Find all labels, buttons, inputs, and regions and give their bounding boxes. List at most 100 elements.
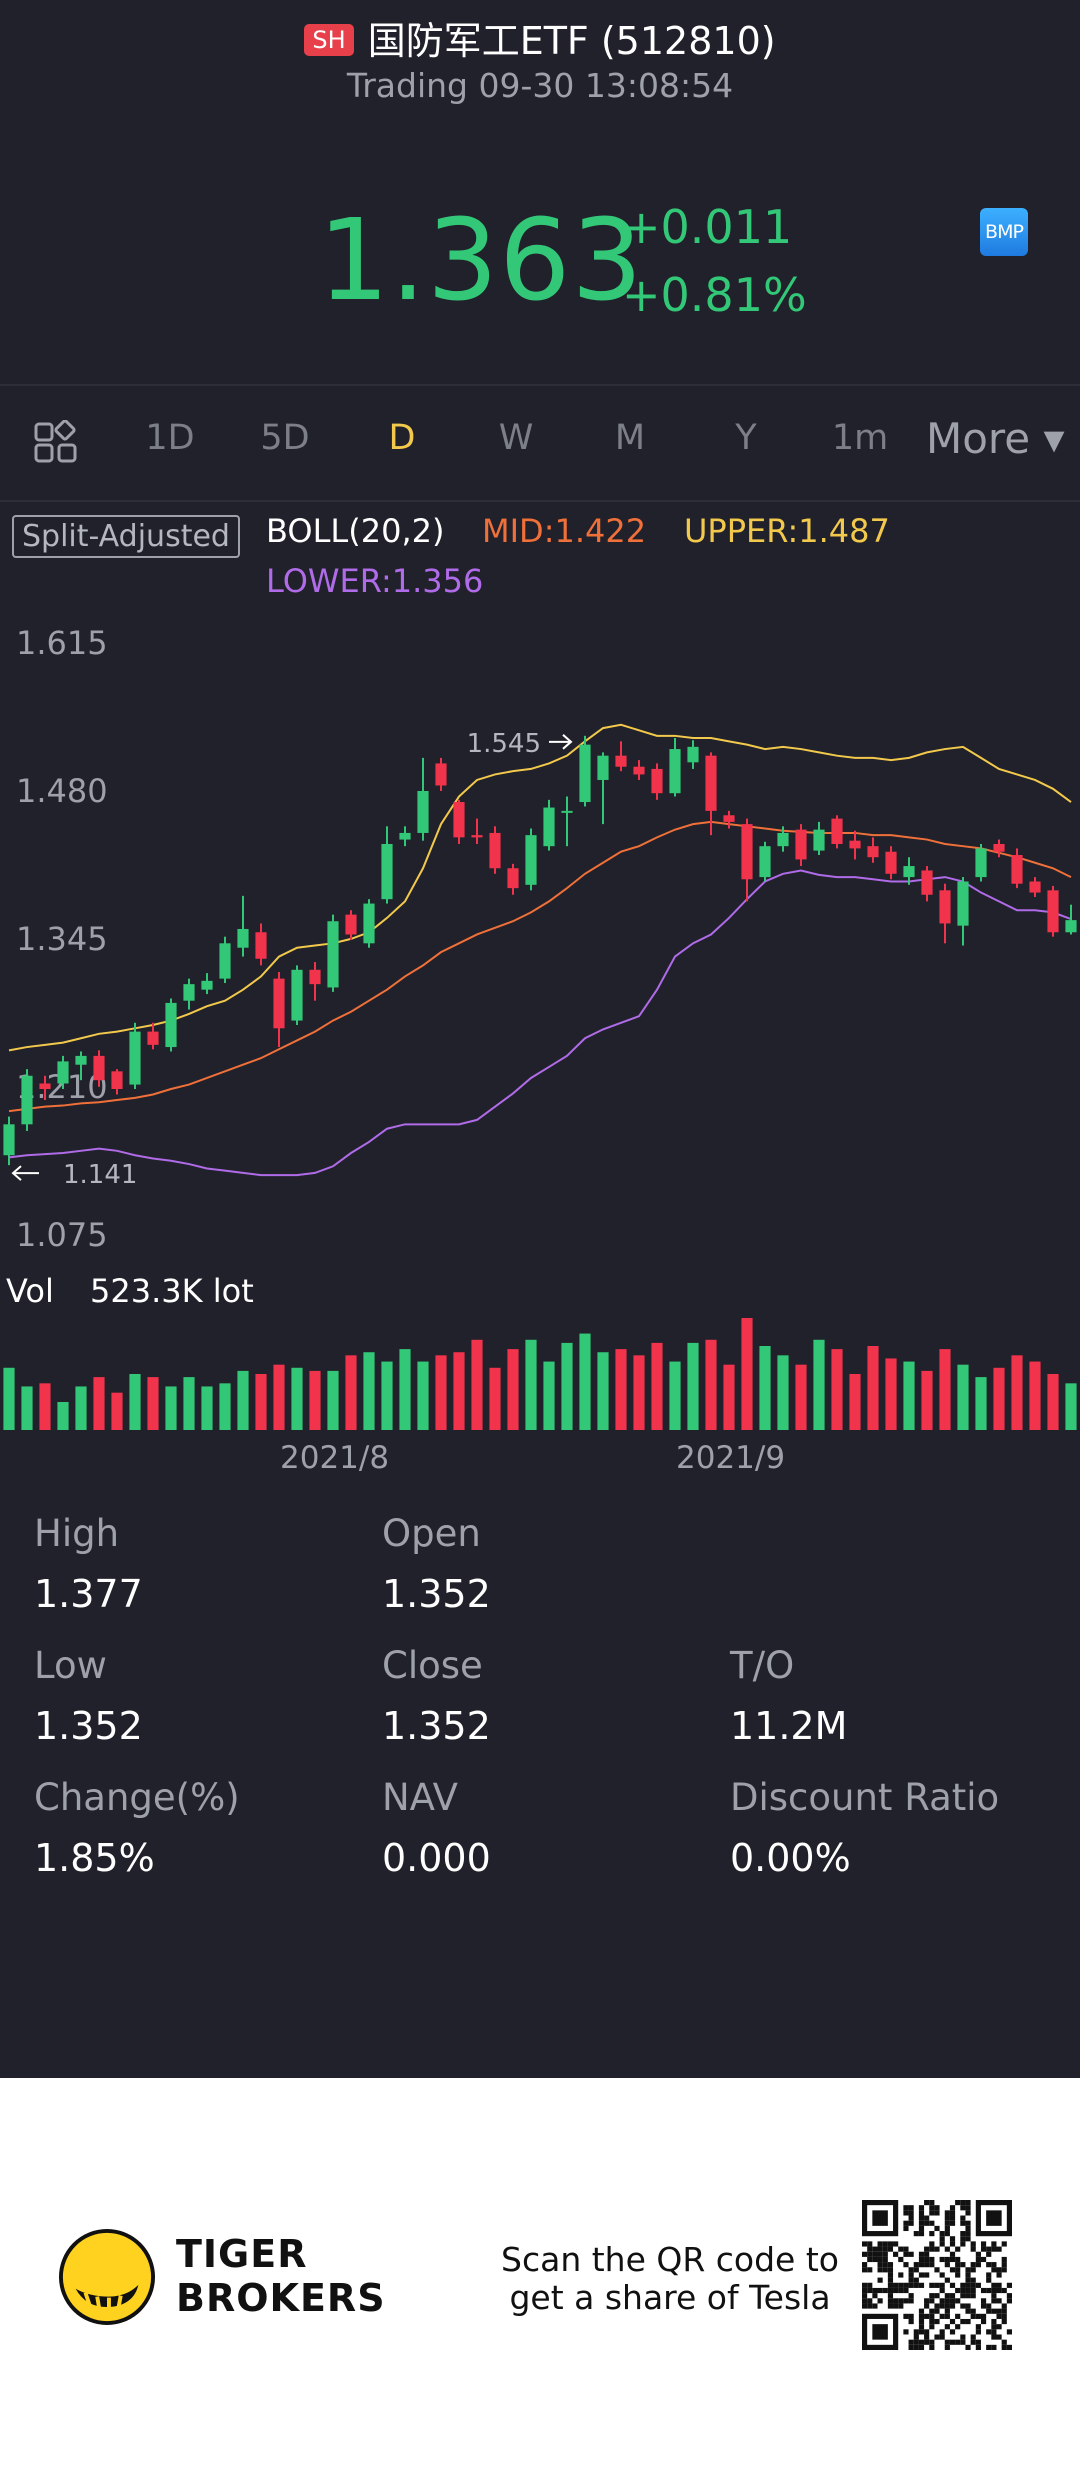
qr-module [949, 2298, 956, 2304]
tab-1m[interactable]: 1m [831, 418, 889, 458]
qr-module [949, 2220, 956, 2226]
qr-module [980, 2256, 987, 2263]
qr-module [924, 2215, 930, 2221]
tab-more[interactable]: More ▾ [926, 414, 1065, 463]
qr-module [939, 2256, 945, 2263]
volume-bar [21, 1386, 33, 1430]
layout-grid-icon[interactable] [34, 420, 78, 464]
qr-module [918, 2318, 925, 2325]
candle [399, 832, 411, 840]
candle [327, 921, 339, 988]
qr-module [996, 2287, 1002, 2294]
qr-module [996, 2298, 1002, 2304]
candle [255, 932, 267, 959]
qr-module [882, 2251, 888, 2257]
tab-y[interactable]: Y [735, 418, 757, 458]
tab-1d[interactable]: 1D [145, 418, 195, 458]
stock-name: 国防军工ETF (512810) [367, 19, 776, 63]
qr-module [913, 2282, 919, 2288]
qr-module [965, 2210, 971, 2216]
qr-module [955, 2339, 961, 2345]
qr-module [918, 2308, 925, 2314]
qr-module [929, 2241, 935, 2247]
qr-module [944, 2262, 950, 2268]
qr-module [1006, 2298, 1012, 2304]
qr-module [929, 2324, 935, 2330]
candle [183, 984, 195, 1001]
candle [507, 868, 519, 889]
boll-mid-line [8, 820, 1072, 1113]
qr-module [991, 2318, 997, 2325]
qr-module [924, 2334, 930, 2340]
qr-module [924, 2303, 930, 2309]
volume-bar [813, 1339, 825, 1430]
qr-module [949, 2318, 956, 2325]
volume-bar [3, 1367, 15, 1430]
qr-code-icon[interactable] [862, 2200, 1012, 2350]
boll-indicator[interactable]: BOLL(20,2) [266, 512, 445, 550]
qr-module [949, 2205, 956, 2211]
split-adjusted-toggle[interactable]: Split-Adjusted [12, 515, 240, 558]
volume-bar [687, 1342, 699, 1430]
qr-module [934, 2282, 940, 2288]
qr-module [898, 2246, 904, 2252]
qr-module [1001, 2318, 1007, 2325]
qr-module [918, 2329, 925, 2335]
tab-5d[interactable]: 5D [260, 418, 310, 458]
candle [525, 835, 537, 885]
qr-module [991, 2293, 997, 2299]
qr-module [908, 2298, 914, 2304]
volume-bar [903, 1361, 915, 1430]
qr-module [898, 2298, 904, 2304]
qr-module [872, 2293, 878, 2299]
qr-module [867, 2267, 873, 2273]
qr-module [887, 2246, 894, 2252]
volume-bar [723, 1364, 735, 1430]
qr-module [986, 2287, 992, 2294]
volume-bar [435, 1355, 447, 1430]
volume-bar [381, 1361, 393, 1430]
candle [363, 903, 375, 944]
candle [615, 755, 627, 767]
qr-module [934, 2267, 940, 2273]
qr-module [944, 2256, 950, 2263]
tab-w[interactable]: W [498, 418, 534, 458]
tab-d[interactable]: D [388, 418, 416, 458]
qr-module [939, 2272, 945, 2278]
bmp-icon[interactable]: BMP [980, 208, 1028, 256]
qr-module [908, 2344, 914, 2350]
volume-chart[interactable] [0, 1310, 1080, 1430]
candle [741, 824, 753, 880]
qr-module [929, 2339, 935, 2345]
y-tick-label: 1.345 [16, 920, 108, 958]
qr-module [980, 2287, 987, 2294]
volume-bar [273, 1364, 285, 1430]
qr-module [934, 2225, 940, 2232]
candle [309, 969, 321, 985]
candle [1029, 881, 1041, 893]
qr-module [949, 2210, 956, 2216]
qr-module [908, 2339, 914, 2345]
qr-module [944, 2313, 950, 2319]
scan-prompt-line1: Scan the QR code to [501, 2240, 839, 2279]
qr-module [949, 2251, 956, 2257]
candlestick-chart[interactable]: 1.545 1.141 [0, 610, 1080, 1270]
qr-module [970, 2277, 976, 2283]
qr-module [903, 2210, 909, 2216]
volume-bar [147, 1377, 159, 1430]
qr-module [944, 2308, 950, 2314]
qr-module [949, 2267, 956, 2273]
candle [147, 1031, 159, 1045]
stat-label-nav: NAV [382, 1776, 458, 1819]
qr-module [944, 2225, 950, 2232]
volume-bar [309, 1370, 321, 1430]
qr-module [991, 2308, 997, 2314]
qr-module [955, 2298, 961, 2304]
qr-module [908, 2205, 914, 2211]
qr-module [934, 2210, 940, 2216]
qr-module [862, 2267, 868, 2273]
tab-m[interactable]: M [614, 418, 646, 458]
qr-module [1001, 2287, 1007, 2294]
qr-module [939, 2298, 945, 2304]
volume-value: 523.3K lot [90, 1272, 254, 1310]
